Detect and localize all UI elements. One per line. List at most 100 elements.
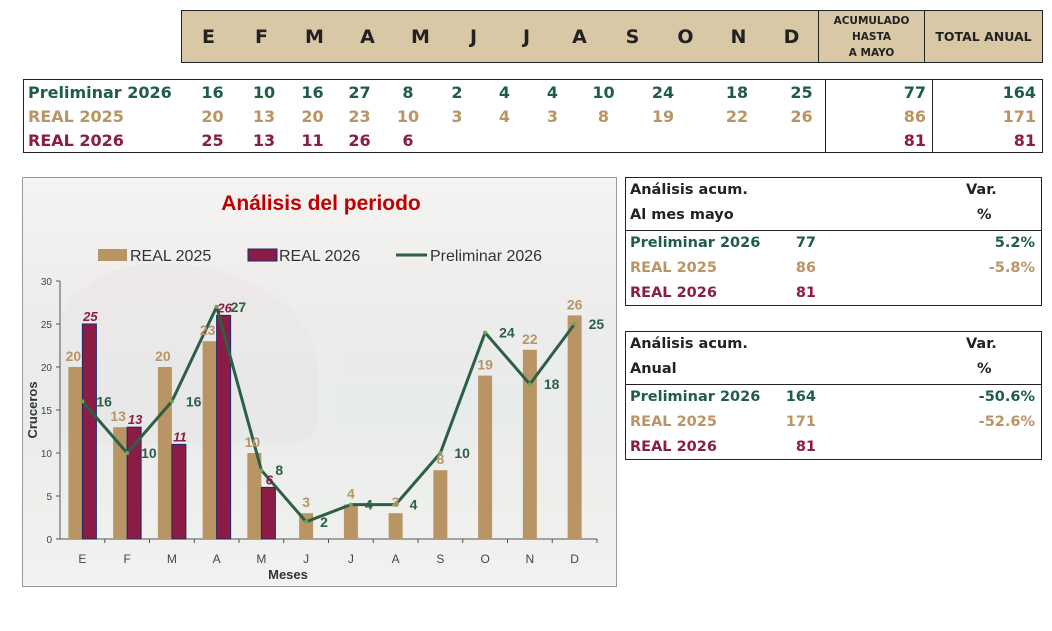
- data-label-preliminar-2026: 2: [320, 514, 328, 530]
- month-value: [433, 128, 481, 153]
- month-value: 10: [239, 79, 289, 104]
- data-label-real-2025: 13: [110, 408, 126, 424]
- analysis-row-label: REAL 2025: [630, 260, 717, 276]
- line-preliminar-2026: [81, 305, 576, 524]
- x-axis-title: Meses: [268, 567, 308, 582]
- month-value: 3: [546, 106, 559, 126]
- analysis-annual-box: Análisis acum. Anual Var. % Preliminar 2…: [625, 331, 1042, 460]
- x-tick-label: J: [348, 552, 354, 566]
- bar-real-2025: [433, 470, 448, 539]
- y-tick-label: 30: [41, 277, 53, 288]
- analysis-month-box: Análisis acum. Al mes mayo Var. % Prelim…: [625, 177, 1042, 306]
- month-value: 16: [289, 79, 336, 104]
- month-value: 10: [577, 79, 630, 104]
- x-tick-label: A: [392, 552, 400, 566]
- y-tick-label: 25: [41, 320, 53, 331]
- analysis-row-value: 86: [795, 260, 816, 276]
- analysis-month-header: Análisis acum. Al mes mayo Var. %: [626, 178, 1041, 231]
- analysis-annual-var-label: Var.: [966, 336, 997, 352]
- row-label: REAL 2025: [23, 104, 186, 128]
- bar-real-2025: [157, 367, 172, 539]
- analysis-row-label: REAL 2025: [630, 414, 717, 430]
- bar-real-2026: [81, 323, 97, 540]
- bar-real-2026: [260, 486, 276, 540]
- row-label: REAL 2026: [23, 128, 186, 153]
- point-preliminar-2026: [527, 382, 532, 387]
- y-tick-label: 10: [41, 449, 53, 460]
- month-value: [778, 128, 826, 153]
- analysis-row: REAL 2025 171 -52.6%: [626, 410, 1041, 435]
- x-tick-label: A: [213, 552, 221, 566]
- analysis-annual-pct-label: %: [977, 361, 992, 377]
- month-header-label: A: [572, 25, 587, 48]
- month-value: [577, 128, 630, 153]
- acumulado-value: 81: [825, 128, 933, 153]
- month-value: 13: [239, 128, 289, 153]
- month-value: 13: [252, 106, 276, 126]
- analysis-row-pct: -52.6%: [978, 414, 1035, 430]
- row-label: Preliminar 2026: [23, 79, 186, 104]
- bar-real-2025: [522, 349, 537, 539]
- month-value: 24: [630, 79, 696, 104]
- chart-title: Análisis del periodo: [221, 192, 421, 215]
- x-tick-label: S: [436, 552, 444, 566]
- analysis-annual-header: Análisis acum. Anual Var. %: [626, 332, 1041, 385]
- data-label-preliminar-2026: 4: [365, 497, 373, 513]
- acumulado-header: ACUMULADO HASTA A MAYO: [818, 10, 924, 63]
- data-label-preliminar-2026: 16: [186, 393, 202, 409]
- month-header-label: J: [469, 25, 478, 48]
- month-value: [528, 128, 577, 153]
- analysis-annual-title: Análisis acum.: [630, 336, 748, 352]
- month-value: 26: [336, 128, 383, 153]
- y-tick-label: 15: [41, 406, 53, 417]
- month-value: 8: [383, 79, 433, 104]
- x-tick-label: M: [256, 552, 266, 566]
- bar-real-2025: [567, 315, 582, 539]
- month-header-label: D: [783, 25, 800, 48]
- x-tick-label: E: [78, 552, 86, 566]
- data-label-real-2025: 4: [347, 486, 355, 502]
- analysis-row: Preliminar 2026 77 5.2%: [626, 231, 1041, 256]
- analysis-row-label: REAL 2026: [630, 439, 717, 455]
- data-label-preliminar-2026: 8: [275, 462, 283, 478]
- month-header-label: M: [305, 25, 324, 48]
- month-value: [630, 128, 696, 153]
- data-label-real-2025: 3: [392, 494, 400, 510]
- y-tick-label: 5: [46, 492, 52, 503]
- month-value: 4: [528, 79, 577, 104]
- data-label-real-2025: 19: [477, 357, 493, 373]
- month-value: 19: [651, 106, 675, 126]
- x-tick-label: O: [480, 552, 489, 566]
- point-preliminar-2026: [214, 304, 219, 309]
- month-header-label: O: [677, 25, 694, 48]
- point-preliminar-2026: [393, 502, 398, 507]
- y-axis-title: Cruceros: [25, 381, 40, 438]
- legend-label-preliminar-2026: Preliminar 2026: [430, 248, 542, 265]
- analysis-row-value: 171: [785, 414, 816, 430]
- month-header-months: E F M A M J J A S O N D: [181, 10, 818, 63]
- month-header-label: S: [625, 25, 640, 48]
- legend-swatch-real-2026: [247, 248, 278, 262]
- month-header-label: N: [730, 25, 747, 48]
- month-value: 4: [498, 106, 511, 126]
- month-value: 2: [433, 79, 481, 104]
- total-anual-value: 81: [932, 128, 1043, 153]
- table-row: REAL 2026 25 13 11 26 6 81 81: [23, 128, 1043, 153]
- month-value: 10: [396, 106, 420, 126]
- month-header-label: E: [202, 25, 215, 48]
- month-value: 26: [790, 106, 813, 126]
- data-label-real-2025: 23: [200, 322, 216, 338]
- data-label-real-2025: 3: [302, 494, 310, 510]
- chart-panel: Análisis del periodo REAL 2025 REAL 2026 Pr…: [22, 177, 617, 587]
- point-preliminar-2026: [259, 468, 264, 473]
- month-value: [481, 128, 528, 153]
- data-label-preliminar-2026: 27: [231, 299, 247, 315]
- month-value: 18: [696, 79, 778, 104]
- table-row: REAL 2025 20 13 20 23 10 3 4 3 8 19 22 26 86 171: [23, 104, 1043, 128]
- chart: Análisis del periodo REAL 2025 REAL 2026 Pr…: [25, 192, 604, 582]
- analysis-row-pct: 5.2%: [994, 235, 1035, 251]
- month-value: 8: [597, 106, 610, 126]
- acumulado-header-line: HASTA: [852, 30, 891, 43]
- data-label-real-2025: 26: [567, 296, 583, 312]
- analysis-row: REAL 2026 81: [626, 435, 1041, 460]
